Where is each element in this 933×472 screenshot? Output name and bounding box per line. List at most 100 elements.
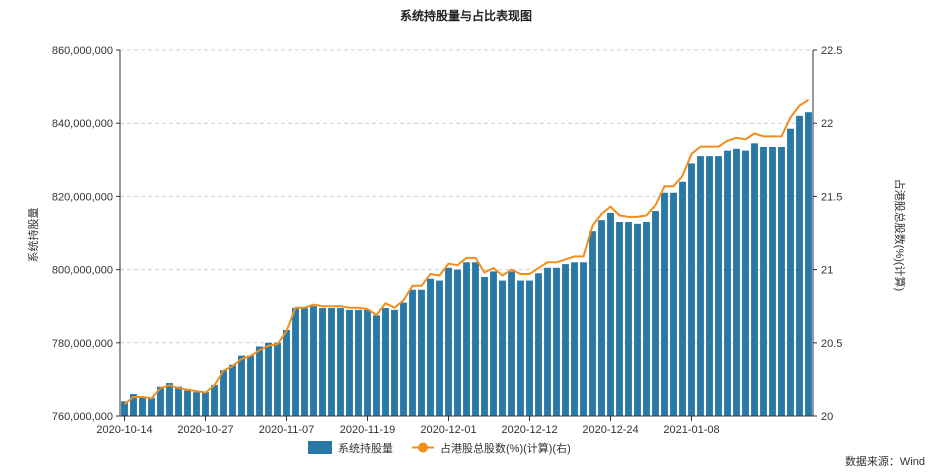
legend-line-marker: [418, 442, 428, 453]
x-tick-label: 2020-10-27: [177, 424, 233, 436]
bar: [148, 397, 155, 416]
y-right-tick-label: 21.5: [821, 191, 842, 203]
y-left-tick-label: 860,000,000: [52, 45, 113, 57]
line-series: [123, 98, 810, 406]
bar: [139, 397, 146, 416]
y-left-tick-label: 780,000,000: [52, 338, 113, 350]
y-axis-left-title: 系统持股量: [26, 208, 40, 263]
bar: [382, 308, 389, 416]
bar: [733, 148, 740, 416]
bar: [751, 143, 758, 416]
bar: [454, 269, 461, 416]
bar: [337, 308, 344, 416]
y-right-tick-label: 22: [821, 118, 833, 130]
bar: [157, 386, 164, 416]
x-tick-label: 2020-10-14: [96, 424, 152, 436]
bar-series: [121, 112, 812, 417]
bar: [715, 156, 722, 416]
x-tick-label: 2020-12-24: [582, 424, 638, 436]
bar: [589, 231, 596, 416]
bar: [490, 271, 497, 416]
y-left-tick-label: 800,000,000: [52, 265, 113, 277]
y-right-tick-label: 20.5: [821, 338, 842, 350]
x-tick-label: 2020-12-12: [501, 424, 557, 436]
bar: [580, 262, 587, 416]
x-tick-label: 2020-11-07: [259, 424, 314, 436]
bar: [508, 271, 515, 416]
bar: [670, 192, 677, 416]
bar: [265, 342, 272, 416]
bar: [166, 383, 173, 416]
bar: [724, 150, 731, 416]
bar: [535, 273, 542, 416]
bar: [760, 146, 767, 417]
bar: [121, 401, 128, 416]
bar: [229, 364, 236, 416]
bar: [544, 267, 551, 416]
bar: [301, 308, 308, 416]
bar: [211, 384, 218, 416]
y-right-tick-label: 20: [821, 411, 833, 423]
axes: 760,000,000 780,000,000 800,000,000 820,000…: [52, 45, 843, 436]
bar: [202, 392, 209, 416]
bar: [571, 262, 578, 416]
bar: [346, 309, 353, 416]
bar: [256, 346, 263, 416]
bar: [481, 276, 488, 416]
bar: [274, 342, 281, 416]
bar: [679, 181, 686, 416]
bar: [427, 278, 434, 416]
line-path: [123, 98, 810, 406]
bar: [184, 390, 191, 416]
bar: [598, 220, 605, 416]
bar: [805, 112, 812, 416]
bar: [661, 192, 668, 416]
bar: [409, 289, 416, 416]
bar: [247, 355, 254, 416]
bar: [796, 115, 803, 416]
bar: [400, 302, 407, 416]
bar: [769, 146, 776, 417]
bar: [319, 308, 326, 416]
bar: [526, 280, 533, 416]
bar: [499, 280, 506, 416]
y-right-tick-label: 21: [821, 265, 833, 277]
y-right-tick-label: 22.5: [821, 45, 842, 57]
x-tick-label: 2021-01-08: [663, 424, 719, 436]
bar: [652, 211, 659, 416]
bar: [436, 280, 443, 416]
bar: [706, 156, 713, 416]
bar: [472, 262, 479, 416]
bar: [364, 309, 371, 416]
bar: [193, 392, 200, 416]
bar: [130, 394, 137, 416]
bar: [292, 308, 299, 416]
y-left-tick-label: 760,000,000: [52, 411, 113, 423]
bar: [238, 355, 245, 416]
bar: [310, 306, 317, 416]
chart-title: 系统持股量与占比表现图: [400, 8, 532, 23]
bar: [373, 315, 380, 416]
bar: [391, 309, 398, 416]
y-axis-right-title: 占港股总股数(%)(计算): [893, 179, 907, 291]
bar: [445, 267, 452, 416]
legend-line-label: 占港股总股数(%)(计算)(右): [440, 441, 571, 455]
source-note: 数据来源：Wind: [845, 454, 925, 468]
legend-bar-label: 系统持股量: [338, 441, 393, 455]
bar: [283, 329, 290, 416]
bar: [778, 146, 785, 417]
bar: [220, 370, 227, 416]
bar: [625, 222, 632, 416]
x-tick-label: 2020-12-01: [420, 424, 476, 436]
bar: [418, 289, 425, 416]
bar: [175, 386, 182, 416]
bar: [562, 264, 569, 416]
bar: [328, 308, 335, 416]
bar: [643, 222, 650, 416]
bar: [517, 280, 524, 416]
bar: [742, 150, 749, 416]
bar: [463, 262, 470, 416]
bar: [634, 223, 641, 416]
bar: [787, 128, 794, 416]
